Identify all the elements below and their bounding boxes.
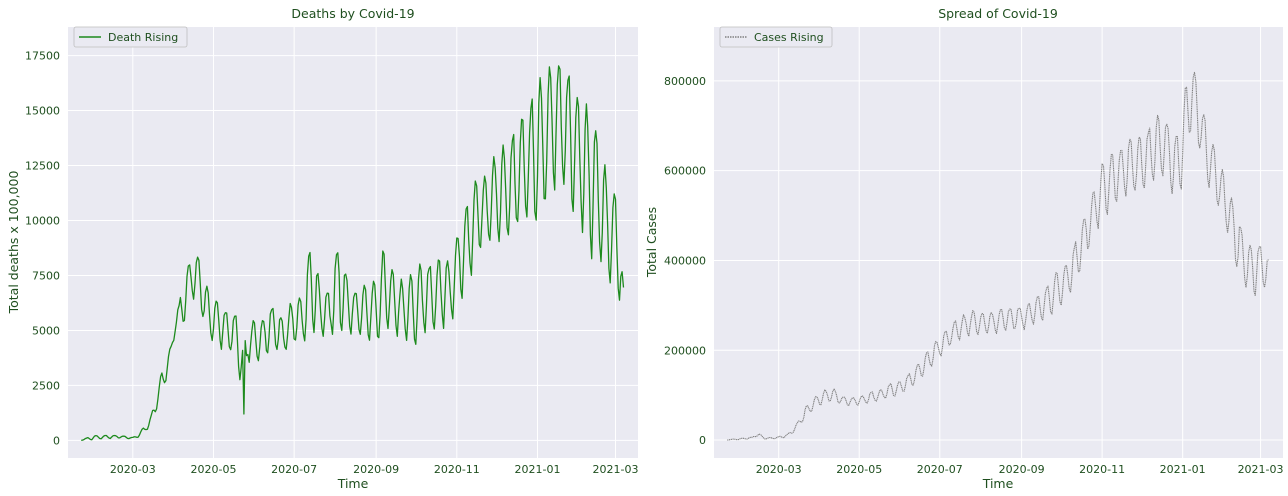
cases-legend: Cases Rising — [719, 26, 833, 48]
deaths-x-tick-label: 2020-03 — [110, 463, 156, 476]
cases-x-tick-label: 2021-03 — [1238, 463, 1284, 476]
cases-x-tick-label: 2020-09 — [999, 463, 1045, 476]
cases-x-tick-label: 2021-01 — [1160, 463, 1206, 476]
deaths-y-tick-label: 2500 — [32, 379, 60, 392]
cases-legend-label: Cases Rising — [754, 31, 824, 44]
deaths-y-tick-label: 17500 — [25, 50, 60, 63]
deaths-x-tick-label: 2020-07 — [271, 463, 317, 476]
deaths-series-line — [81, 65, 625, 442]
cases-y-tick-label: 400000 — [664, 254, 706, 267]
cases-plot-area — [714, 27, 1283, 458]
cases-y-tick-label: 0 — [699, 434, 706, 447]
deaths-tick-labels: 0 2500 5000 7500 10000 12500 15000 17500 2020-03… — [25, 50, 639, 476]
cases-x-tick-label: 2020-11 — [1079, 463, 1125, 476]
cases-x-tick-label: 2020-07 — [917, 463, 963, 476]
deaths-y-tick-label: 5000 — [32, 324, 60, 337]
cases-x-tick-label: 2020-03 — [756, 463, 802, 476]
deaths-x-tick-label: 2020-05 — [190, 463, 236, 476]
deaths-legend-label: Death Rising — [108, 31, 178, 44]
deaths-x-tick-label: 2021-03 — [593, 463, 639, 476]
deaths-x-tick-label: 2021-01 — [515, 463, 561, 476]
deaths-y-tick-label: 7500 — [32, 269, 60, 282]
deaths-legend-frame — [73, 26, 188, 48]
cases-chart-title: Spread of Covid-19 — [938, 6, 1058, 21]
cases-series-layer — [727, 71, 1269, 441]
deaths-series-layer — [81, 65, 625, 442]
deaths-x-tick-label: 2020-09 — [353, 463, 399, 476]
cases-y-axis-label: Total Cases — [644, 207, 659, 278]
deaths-x-tick-label: 2020-11 — [434, 463, 480, 476]
cases-tick-labels: 0 200000 400000 600000 800000 2020-03 2020-05 2… — [664, 75, 1284, 476]
deaths-plot-area — [68, 27, 638, 458]
deaths-y-tick-label: 12500 — [25, 160, 60, 173]
deaths-y-axis-label: Total deaths x 100,000 — [6, 171, 21, 315]
cases-legend-frame — [719, 26, 833, 48]
cases-y-tick-label: 200000 — [664, 344, 706, 357]
deaths-y-tick-label: 0 — [53, 434, 60, 447]
deaths-y-tick-label: 15000 — [25, 105, 60, 118]
cases-y-tick-label: 800000 — [664, 75, 706, 88]
deaths-x-axis-label: Time — [337, 476, 369, 491]
cases-x-axis-label: Time — [982, 476, 1014, 491]
deaths-chart-title: Deaths by Covid-19 — [291, 6, 414, 21]
deaths-y-tick-label: 10000 — [25, 215, 60, 228]
cases-series-line — [727, 71, 1269, 441]
cases-y-tick-label: 600000 — [664, 165, 706, 178]
deaths-legend: Death Rising — [73, 26, 188, 48]
deaths-chart: 0 2500 5000 7500 10000 12500 15000 17500 2020-03… — [6, 6, 639, 491]
cases-grid — [714, 27, 1283, 458]
cases-chart: 0 200000 400000 600000 800000 2020-03 2020-05 2… — [644, 6, 1284, 491]
cases-x-tick-label: 2020-05 — [836, 463, 882, 476]
